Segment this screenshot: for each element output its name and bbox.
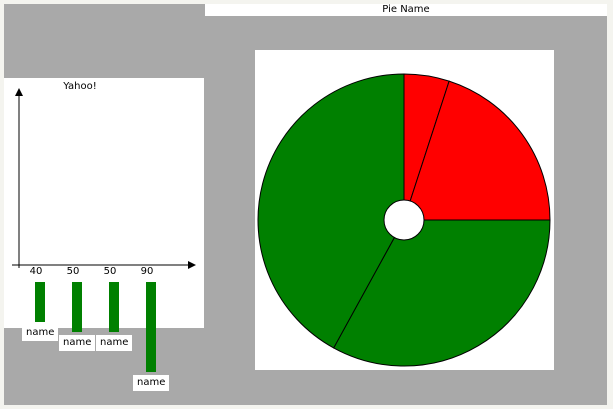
pie-chart <box>257 73 551 367</box>
bar-chart-title: Yahoo! <box>62 81 96 92</box>
bar-4 <box>146 282 156 372</box>
pie-chart-panel <box>255 50 554 370</box>
bar-1 <box>35 282 45 322</box>
bar-chart: Yahoo! 40 50 50 90 <box>12 81 196 372</box>
pie-slice-2 <box>403 80 551 221</box>
bar-value-label-2: 50 <box>67 266 80 277</box>
chart-canvas: Pie Name Yahoo! 40 50 50 90 name name name nam… <box>4 4 607 405</box>
pie-slice-3 <box>332 219 551 367</box>
bar-3 <box>109 282 119 332</box>
y-axis-arrow <box>15 88 23 96</box>
bar-category-label-3: name <box>96 335 132 351</box>
pie-slice-4 <box>257 73 405 349</box>
bar-category-label-1: name <box>22 325 58 341</box>
bar-value-label-3: 50 <box>104 266 117 277</box>
bar-value-label-1: 40 <box>30 266 43 277</box>
x-axis-arrow <box>188 261 196 269</box>
bar-value-label-4: 90 <box>141 266 154 277</box>
bar-2 <box>72 282 82 332</box>
bar-category-label-4: name <box>133 375 169 391</box>
pie-title-bar: Pie Name <box>205 4 607 16</box>
bar-category-label-2: name <box>59 335 95 351</box>
pie-center-hole <box>383 199 425 241</box>
pie-title: Pie Name <box>382 4 430 15</box>
